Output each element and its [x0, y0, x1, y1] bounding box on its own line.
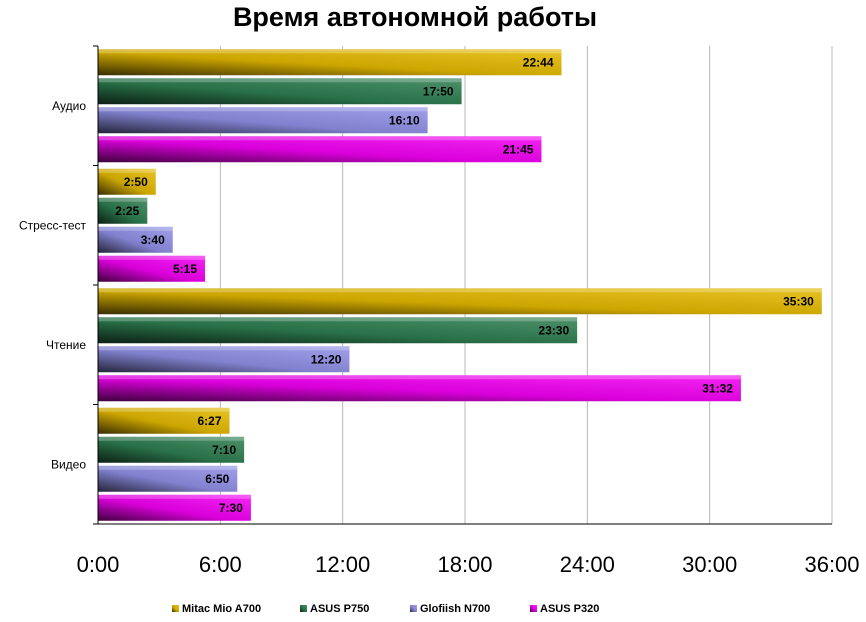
bar: [98, 288, 822, 315]
data-label: 5:15: [173, 262, 197, 276]
bar-highlight: [98, 436, 245, 441]
legend-swatch: [300, 605, 307, 612]
category-label: Стресс-тест: [19, 218, 87, 232]
data-label: 7:10: [212, 443, 236, 457]
bar: [98, 317, 578, 344]
legend-label: ASUS P320: [540, 603, 599, 615]
bar: [98, 255, 206, 282]
data-label: 31:32: [702, 381, 733, 395]
bar: [98, 136, 542, 163]
legend-swatch: [530, 605, 537, 612]
bar-highlight: [98, 465, 238, 470]
bar-highlight: [98, 49, 562, 54]
legend-swatch: [410, 605, 417, 612]
data-label: 6:27: [197, 414, 221, 428]
data-label: 2:50: [124, 175, 148, 189]
x-tick-label: 12:00: [315, 552, 370, 577]
bar-highlight: [98, 197, 148, 202]
bar: [98, 49, 562, 76]
data-label: 7:30: [219, 501, 243, 515]
x-tick-label: 24:00: [560, 552, 615, 577]
data-label: 2:25: [115, 204, 139, 218]
bar: [98, 375, 741, 402]
category-label: Аудио: [52, 99, 86, 113]
bar-highlight: [98, 226, 173, 231]
data-label: 16:10: [389, 113, 420, 127]
bar: [98, 168, 156, 195]
data-label: 22:44: [523, 55, 554, 69]
bar-highlight: [98, 288, 822, 293]
bar: [98, 494, 251, 521]
category-label: Чтение: [46, 338, 86, 352]
data-label: 6:50: [205, 472, 229, 486]
bar: [98, 346, 350, 373]
bar: [98, 107, 428, 134]
data-label: 17:50: [423, 84, 454, 98]
data-label: 3:40: [141, 233, 165, 247]
bar: [98, 465, 238, 492]
axes: 0:00 6:00 12:00 18:00 24:00 30:00 36:00 Аудио Ст…: [19, 45, 860, 577]
x-tick-label: 0:00: [77, 552, 120, 577]
legend: Mitac Mio A700 ASUS P750 Glofiish N700 ASUS…: [172, 603, 599, 615]
legend-label: Mitac Mio A700: [182, 603, 261, 615]
bar-highlight: [98, 78, 462, 83]
bar: [98, 407, 230, 434]
data-label: 23:30: [538, 323, 569, 337]
data-label: 21:45: [503, 142, 534, 156]
bar-highlight: [98, 168, 156, 173]
bar-highlight: [98, 107, 428, 112]
bar: [98, 78, 462, 105]
bar-highlight: [98, 255, 206, 260]
data-label: 35:30: [783, 294, 814, 308]
legend-label: ASUS P750: [310, 603, 369, 615]
bar-highlight: [98, 136, 542, 141]
bars: 22:44 17:50 16:10 21:45 2:50 2:25 3:40 5:15 35:3…: [98, 49, 822, 521]
bar: [98, 226, 173, 253]
x-tick-label: 30:00: [682, 552, 737, 577]
bar: [98, 436, 245, 463]
bar-highlight: [98, 494, 251, 499]
data-label: 12:20: [311, 352, 342, 366]
legend-swatch: [172, 605, 179, 612]
bar-highlight: [98, 346, 350, 351]
x-tick-label: 36:00: [804, 552, 859, 577]
bar: [98, 197, 148, 224]
bar-highlight: [98, 317, 578, 322]
x-tick-label: 18:00: [437, 552, 492, 577]
chart-title: Время автономной работы: [232, 2, 598, 32]
legend-label: Glofiish N700: [420, 603, 490, 615]
bar-highlight: [98, 407, 230, 412]
x-tick-label: 6:00: [199, 552, 242, 577]
category-label: Видео: [51, 457, 86, 471]
bar-highlight: [98, 375, 741, 380]
